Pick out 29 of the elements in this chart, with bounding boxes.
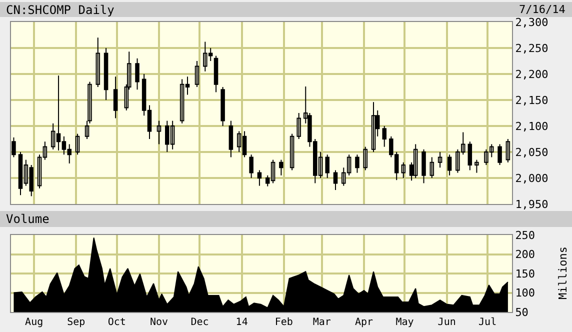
x-tick-label: Jun bbox=[438, 317, 456, 328]
y-tick-label: 2,250 bbox=[515, 42, 548, 55]
x-tick-label: Aug bbox=[25, 317, 44, 328]
y-tick-label: 2,200 bbox=[515, 68, 548, 81]
chart-title: CN:SHCOMP Daily bbox=[6, 3, 114, 17]
y-tick-label: 150 bbox=[515, 267, 536, 280]
chart-title: Volume bbox=[6, 212, 50, 226]
text: 7/16/14 bbox=[519, 3, 566, 16]
y-tick-label: 100 bbox=[515, 286, 536, 300]
x-tick-label: Dec bbox=[190, 317, 209, 328]
y-tick-label: 50 bbox=[515, 306, 528, 319]
x-tick-label: Oct bbox=[108, 317, 126, 328]
x-tick-label: Feb bbox=[274, 317, 293, 328]
y-axis-title: Millions bbox=[556, 246, 570, 300]
y-tick-label: 2,050 bbox=[515, 146, 548, 159]
x-tick-label: 14 bbox=[236, 317, 248, 328]
x-tick-label: Mar bbox=[312, 317, 331, 328]
x-tick-label: Sep bbox=[67, 317, 86, 328]
x-tick-label: Nov bbox=[150, 317, 168, 328]
y-tick-label: 2,150 bbox=[515, 94, 548, 107]
y-tick-label: 1,950 bbox=[515, 198, 548, 211]
y-tick-label: 250 bbox=[515, 228, 536, 242]
y-tick-label: 2,300 bbox=[515, 16, 548, 29]
x-tick-label: Apr bbox=[354, 317, 374, 328]
y-tick-label: 200 bbox=[515, 248, 536, 262]
x-tick-label: Jul bbox=[478, 317, 497, 328]
x-tick-label: May bbox=[396, 317, 414, 328]
y-tick-label: 2,000 bbox=[515, 172, 548, 185]
y-tick-label: 2,100 bbox=[515, 120, 548, 133]
